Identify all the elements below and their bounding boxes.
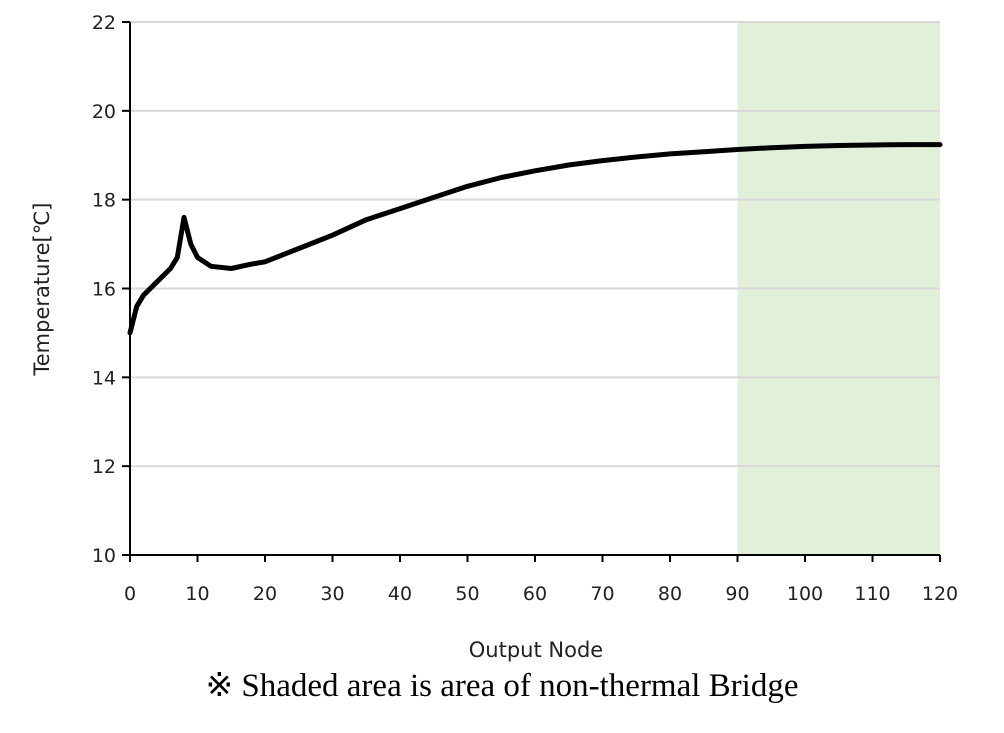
x-tick-label: 20	[253, 583, 277, 605]
x-tick-label: 120	[922, 583, 958, 605]
y-axis-label: Temperature[℃]	[30, 203, 54, 377]
x-tick-label: 90	[725, 583, 749, 605]
y-tick-label: 20	[92, 101, 116, 123]
x-tick-label: 110	[854, 583, 890, 605]
x-tick-label: 10	[185, 583, 209, 605]
x-tick-label: 0	[124, 583, 136, 605]
chart-caption: ※ Shaded area is area of non-thermal Bri…	[205, 668, 799, 704]
x-tick-label: 40	[388, 583, 412, 605]
x-tick-label: 100	[787, 583, 823, 605]
y-tick-label: 22	[92, 12, 116, 34]
x-tick-label: 80	[658, 583, 682, 605]
x-tick-label: 50	[455, 583, 479, 605]
x-tick-label: 70	[590, 583, 614, 605]
x-axis-label: Output Node	[469, 638, 603, 662]
x-tick-label: 60	[523, 583, 547, 605]
y-tick-label: 18	[92, 190, 116, 212]
x-tick-label: 30	[320, 583, 344, 605]
y-tick-label: 16	[92, 279, 116, 301]
temperature-line	[127, 142, 943, 336]
y-tick-label: 10	[92, 545, 116, 567]
y-tick-label: 12	[92, 456, 116, 478]
y-tick-label: 14	[92, 367, 116, 389]
